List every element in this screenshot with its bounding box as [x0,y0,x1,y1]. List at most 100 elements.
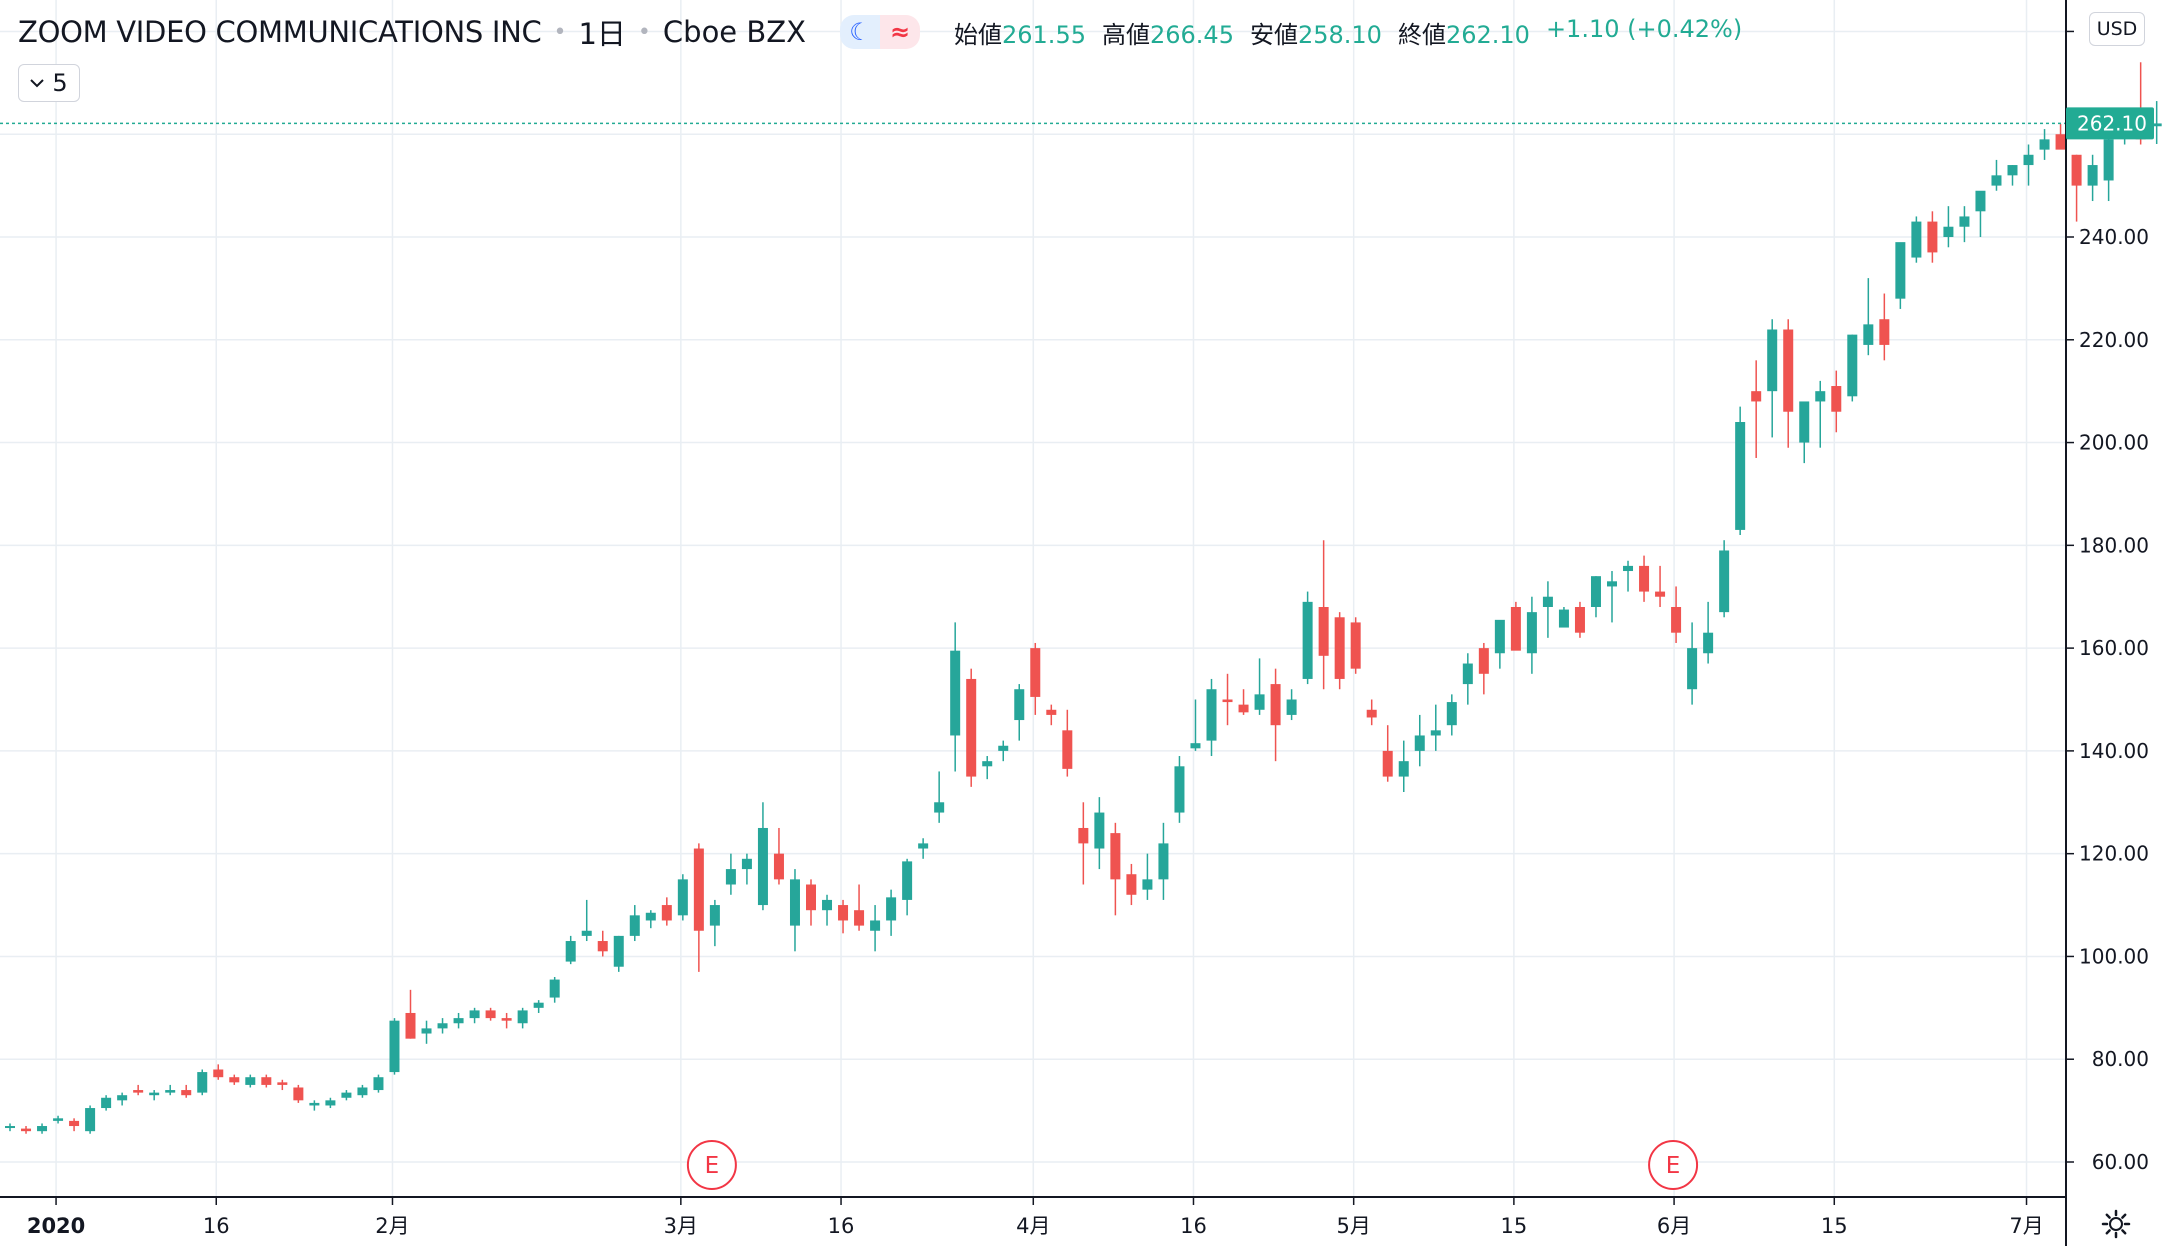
candle-body [1943,226,1954,237]
collapse-legend-button[interactable]: 5 [18,64,80,102]
candle-body [1222,699,1233,703]
candle-up [1158,822,1169,900]
candle-body [1719,550,1730,613]
candle-up [197,1069,208,1096]
candle-down [405,989,416,1039]
candle-body [1318,607,1329,656]
wave-icon[interactable]: ≈ [880,15,920,49]
y-tick-label: 220.00 [2079,328,2149,352]
candle-body [117,1095,128,1101]
candle-body [1302,601,1313,679]
candle-body [245,1077,256,1085]
candle-down [1334,612,1345,690]
close-value: 262.10 [1445,20,1530,49]
candle-up [1190,699,1201,751]
candle-body [2151,123,2162,127]
exchange-label: Cboe BZX [662,15,806,49]
candle-up [1526,596,1537,674]
y-tick-label: 240.00 [2079,225,2149,249]
candle-body [37,1126,48,1132]
candle-body [966,678,977,777]
candle-down [1927,211,1938,263]
close-label: 終値 [1397,20,1446,49]
candle-up [1815,380,1826,448]
candle-down [501,1012,512,1029]
candle-up [886,889,897,936]
candle-down [1318,540,1329,690]
candle-body [373,1077,384,1091]
candle-body [1847,334,1858,397]
interval-label[interactable]: 1日 [578,17,626,51]
symbol-name[interactable]: ZOOM VIDEO COMMUNICATIONS INC [18,15,542,49]
candle-up [1414,714,1425,767]
candle-body [1767,329,1778,392]
candle-body [757,827,768,906]
indicator-count: 5 [52,69,68,97]
candle-body [1350,622,1361,669]
candle-body [1863,324,1874,345]
candle-up [357,1084,368,1098]
candle-down [133,1084,144,1096]
y-tick-label: 200.00 [2079,431,2149,455]
candle-up [517,1007,528,1029]
candle-body [709,905,720,926]
candle-up [1590,576,1601,618]
moon-icon[interactable]: ☾ [840,15,880,49]
candle-body [1158,843,1169,880]
candle-body [357,1087,368,1096]
candle-body [982,761,993,767]
market-status-pill[interactable]: ☾ ≈ [840,15,920,49]
candle-up [1014,684,1025,741]
candle-body [453,1018,464,1024]
candle-body [437,1023,448,1029]
candle-up [1975,190,1986,237]
candle-body [1655,591,1666,597]
candle-body [1078,827,1089,844]
separator-dot: • [553,19,567,45]
candle-body [741,858,752,870]
candle-down [277,1079,288,1091]
candle-body [277,1082,288,1085]
candle-up [629,905,640,942]
candle-body [1494,619,1505,654]
candle-body [1703,632,1714,654]
candle-body [421,1028,432,1034]
candle-body [773,853,784,880]
candle-body [934,802,945,813]
candle-body [1975,190,1986,212]
x-tick-label: 7月 [2009,1214,2043,1238]
candle-up [918,838,929,859]
candle-up [1302,591,1313,685]
candle-body [1094,812,1105,849]
candle-body [1382,750,1393,777]
candle-up [85,1105,96,1134]
candle-body [69,1120,80,1127]
candle-up [1094,797,1105,870]
candle-body [325,1100,336,1106]
candle-body [1895,242,1906,299]
x-tick-label: 16 [203,1214,230,1238]
candle-body [1398,761,1409,777]
candle-up [1943,206,1954,248]
candle-body [1270,684,1281,726]
candle-up [950,622,961,772]
candle-body [677,879,688,916]
candle-up [741,853,752,885]
candle-body [1190,743,1201,749]
candle-up [165,1084,176,1096]
candle-up [2087,154,2098,202]
currency-button[interactable]: USD [2089,12,2145,46]
candle-body [1911,221,1922,258]
settings-button[interactable] [2098,1206,2134,1242]
candle-up [1558,607,1569,628]
candle-body [293,1087,304,1101]
candle-down [1238,689,1249,715]
x-tick-label: 2月 [375,1214,409,1238]
candle-down [2071,154,2082,222]
candle-up [149,1090,160,1101]
low-label: 安値 [1249,20,1298,49]
candle-up [1398,740,1409,792]
candle-body [1526,612,1537,654]
